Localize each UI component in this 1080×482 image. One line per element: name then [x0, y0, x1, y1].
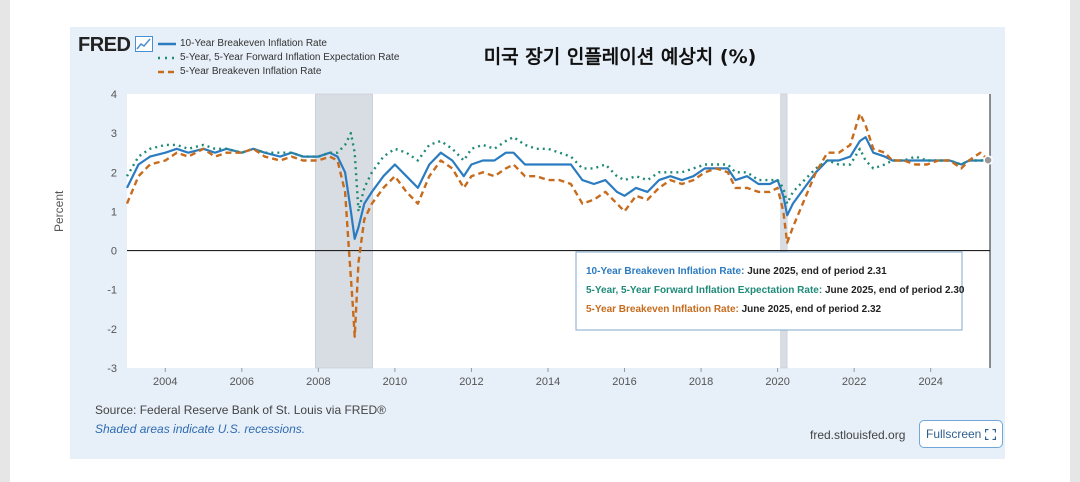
- x-tick-label: 2016: [612, 376, 636, 388]
- chart-title: 미국 장기 인플레이션 예상치 (%): [483, 46, 757, 68]
- annotation-line: 5-Year Breakeven Inflation Rate: June 20…: [586, 304, 882, 315]
- legend-label: 5-Year Breakeven Inflation Rate: [180, 66, 322, 77]
- annotation-line: 10-Year Breakeven Inflation Rate: June 2…: [586, 266, 887, 277]
- x-tick-label: 2020: [765, 376, 789, 388]
- annotation-series: 10-Year Breakeven Inflation Rate:: [586, 266, 747, 277]
- recession-band: [314, 93, 373, 369]
- legend-swatch-dashed: [158, 70, 176, 74]
- annotation-value: June 2025, end of period 2.31: [747, 266, 887, 277]
- y-tick-label: -1: [107, 285, 117, 297]
- x-tick-label: 2024: [918, 376, 942, 388]
- legend-item-5yr: 5-Year Breakeven Inflation Rate: [158, 65, 399, 79]
- x-tick-label: 2008: [306, 376, 330, 388]
- x-tick-label: 2012: [459, 376, 483, 388]
- fullscreen-button[interactable]: Fullscreen: [919, 420, 1004, 448]
- fullscreen-label: Fullscreen: [926, 427, 982, 441]
- legend-item-5y5y: 5-Year, 5-Year Forward Inflation Expecta…: [158, 51, 399, 65]
- y-tick-label: 1: [111, 206, 117, 218]
- y-tick-label: 0: [111, 246, 117, 258]
- series-line-2: [125, 112, 989, 338]
- y-tick-label: -2: [107, 324, 117, 336]
- legend-label: 10-Year Breakeven Inflation Rate: [180, 38, 327, 49]
- series-line-0: [126, 136, 989, 240]
- legend-item-10yr: 10-Year Breakeven Inflation Rate: [158, 37, 399, 51]
- recession-note: Shaded areas indicate U.S. recessions.: [95, 422, 306, 436]
- x-tick-label: 2022: [842, 376, 866, 388]
- annotation-value: June 2025, end of period 2.30: [825, 285, 965, 296]
- fred-url[interactable]: fred.stlouisfed.org: [810, 428, 906, 442]
- annotation-series: 5-Year Breakeven Inflation Rate:: [586, 304, 742, 315]
- chart-legend: 10-Year Breakeven Inflation Rate 5-Year,…: [158, 37, 399, 79]
- y-tick-label: 2: [111, 167, 117, 179]
- x-tick-label: 2010: [383, 376, 407, 388]
- x-tick-label: 2014: [536, 376, 560, 388]
- y-tick-label: 4: [111, 89, 117, 101]
- legend-swatch-solid: [158, 42, 176, 46]
- series-line-1: [125, 131, 989, 213]
- annotation-series: 5-Year, 5-Year Forward Inflation Expecta…: [586, 285, 825, 296]
- y-tick-label: -3: [107, 363, 117, 375]
- source-credit: Source: Federal Reserve Bank of St. Loui…: [95, 403, 386, 417]
- fred-logo[interactable]: FRED: [78, 34, 131, 56]
- fred-graph-icon: [135, 36, 153, 52]
- x-tick-label: 2004: [153, 376, 177, 388]
- annotation-value: June 2025, end of period 2.32: [742, 304, 882, 315]
- annotation-box: [575, 251, 963, 331]
- annotation-line: 5-Year, 5-Year Forward Inflation Expecta…: [586, 285, 965, 296]
- legend-swatch-dotted: [158, 56, 176, 60]
- x-tick-label: 2006: [230, 376, 254, 388]
- end-marker: [983, 155, 993, 165]
- x-tick-label: 2018: [689, 376, 713, 388]
- legend-label: 5-Year, 5-Year Forward Inflation Expecta…: [180, 52, 400, 63]
- fullscreen-icon: [985, 428, 997, 440]
- y-tick-label: 3: [111, 128, 117, 140]
- recession-band: [780, 93, 788, 369]
